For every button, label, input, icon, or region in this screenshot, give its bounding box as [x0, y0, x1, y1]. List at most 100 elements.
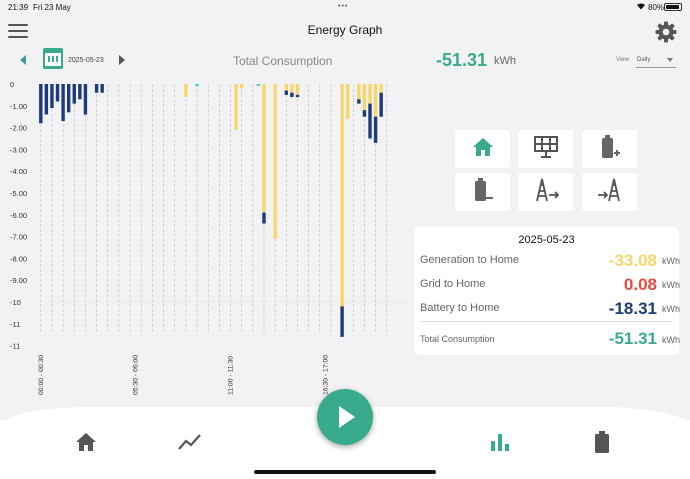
home-icon [472, 137, 494, 162]
battery-charge-icon [598, 134, 622, 165]
chart-bar[interactable] [39, 84, 43, 124]
summary-total-value: -51.31 [608, 329, 657, 348]
grid-to-home-unit: kWh [662, 280, 680, 290]
chart-bar[interactable] [379, 92, 383, 117]
trend-icon[interactable] [178, 433, 202, 456]
summary-divider [420, 321, 672, 322]
chart-bar[interactable] [340, 306, 344, 337]
chart-bar[interactable] [295, 84, 300, 95]
y-tick-label: -9.00 [10, 276, 27, 285]
tile-grid-import[interactable] [582, 173, 637, 211]
bar-chart-icon[interactable] [490, 432, 510, 457]
battery-discharge-icon [471, 177, 495, 208]
y-tick-label: -11 [10, 342, 20, 351]
chart-bar[interactable] [357, 99, 361, 104]
y-tick-label: -8.00 [10, 254, 27, 263]
chart-bar[interactable] [373, 84, 378, 117]
generation-to-home-value: -33.08 [608, 251, 657, 270]
multitask-dots-icon[interactable]: ••• [338, 3, 349, 10]
grid-to-home-label: Grid to Home [420, 278, 486, 290]
chart-bar[interactable] [195, 84, 199, 87]
grid-import-icon [596, 177, 624, 208]
chart-bar[interactable] [295, 94, 300, 98]
chart-bar[interactable] [379, 84, 383, 93]
gear-icon[interactable] [654, 20, 678, 44]
chart-bar[interactable] [72, 84, 76, 104]
chart-bar[interactable] [239, 84, 244, 89]
nav-home-icon[interactable] [75, 432, 97, 457]
tile-grid-export[interactable] [518, 173, 573, 211]
chart-bar[interactable] [373, 116, 378, 143]
summary-card: 2025-05-23 Generation to Home -33.08 kWh… [414, 227, 680, 355]
y-tick-label: -3.00 [10, 145, 27, 154]
chart-bar[interactable] [362, 84, 367, 111]
chart-bar[interactable] [368, 103, 372, 139]
grid-to-home-value: 0.08 [623, 275, 657, 294]
status-bar: 21:39 Fri 23 May ••• 80% [0, 0, 690, 14]
battery-to-home-unit: kWh [662, 304, 680, 314]
battery-to-home-label: Battery to Home [420, 302, 500, 314]
status-date: Fri 23 May [33, 3, 71, 12]
chart-bar[interactable] [290, 84, 294, 93]
chart-bar[interactable] [256, 84, 261, 86]
tile-battery-discharge[interactable] [455, 173, 510, 211]
menu-icon[interactable] [8, 24, 28, 40]
chart-bar[interactable] [61, 84, 65, 122]
chart-bar[interactable] [368, 84, 372, 104]
y-tick-label: -2.00 [10, 124, 27, 133]
chart-bar[interactable] [184, 84, 188, 98]
tile-battery-charge[interactable] [582, 130, 637, 168]
y-tick-label: -6.00 [10, 211, 27, 220]
chart-bar[interactable] [284, 90, 289, 95]
battery-icon[interactable] [594, 430, 610, 459]
chart-bar[interactable] [234, 84, 238, 130]
chart-bar[interactable] [357, 84, 361, 100]
wifi-icon [636, 2, 646, 12]
calendar-icon[interactable] [43, 48, 63, 69]
chart-bar[interactable] [284, 84, 289, 91]
chart-bar[interactable] [340, 84, 344, 307]
previous-day-arrow-icon[interactable] [20, 55, 26, 65]
chart-bar[interactable] [345, 84, 350, 119]
selected-date[interactable]: 2025-05-23 [68, 57, 104, 64]
chart-bar[interactable] [78, 84, 82, 100]
chart-bar[interactable] [290, 92, 294, 98]
generation-to-home-unit: kWh [662, 256, 680, 266]
y-tick-label: -4.00 [10, 167, 27, 176]
tile-solar[interactable] [518, 130, 573, 168]
chart-bar[interactable] [55, 84, 60, 102]
view-selected-value: Daily [637, 57, 651, 63]
view-label: View [616, 57, 629, 63]
energy-bar-chart: 0 -1.00 -2.00 -3.00 -4.00 -5.00 -6.00 -7.00 -8.0… [10, 80, 408, 395]
chart-bar[interactable] [100, 84, 104, 93]
status-time: 21:39 [8, 3, 29, 12]
total-consumption-label: Total Consumption [233, 54, 333, 68]
y-tick-label: -11 [10, 320, 20, 329]
chart-bar[interactable] [362, 110, 367, 117]
home-indicator[interactable] [254, 470, 436, 474]
solar-panel-icon [533, 135, 559, 164]
chart-bar[interactable] [273, 84, 277, 239]
chart-bar[interactable] [83, 84, 88, 115]
y-tick-label: -5.00 [10, 189, 27, 198]
view-select[interactable]: Daily [636, 54, 676, 68]
chevron-down-icon [667, 58, 673, 62]
chart-bar[interactable] [50, 84, 54, 108]
chart-bar[interactable] [262, 84, 266, 213]
y-tick-label: -1.00 [10, 102, 27, 111]
summary-total-unit: kWh [662, 335, 680, 345]
chart-bar[interactable] [94, 84, 99, 93]
chart-bar[interactable] [66, 84, 71, 113]
tile-home[interactable] [455, 130, 510, 168]
y-tick-label: 0 [10, 80, 14, 89]
y-tick-label: -7.00 [10, 233, 27, 242]
chart-bar[interactable] [262, 212, 266, 224]
chart-bar[interactable] [44, 84, 49, 115]
grid-export-icon [532, 177, 560, 208]
total-consumption-value: -51.31 [436, 50, 488, 70]
total-consumption-unit: kWh [494, 55, 516, 67]
play-icon[interactable] [317, 389, 373, 445]
next-day-arrow-icon[interactable] [119, 55, 125, 65]
x-tick-label: 16:30 - 17:00 [322, 355, 329, 395]
battery-to-home-value: -18.31 [608, 299, 657, 318]
